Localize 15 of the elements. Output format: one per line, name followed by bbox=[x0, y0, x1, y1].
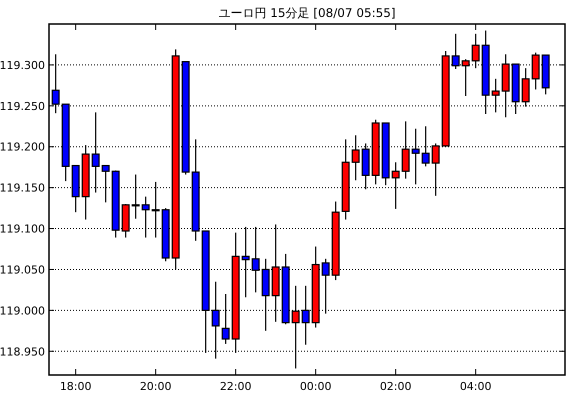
y-tick-label: 119.200 bbox=[0, 140, 45, 154]
x-tick-label: 04:00 bbox=[460, 380, 492, 393]
y-tick-label: 119.100 bbox=[0, 222, 45, 236]
y-tick-label: 119.000 bbox=[0, 304, 45, 318]
x-tick-label: 18:00 bbox=[60, 380, 92, 393]
x-tick-label: 20:00 bbox=[140, 380, 172, 393]
y-tick-label: 119.250 bbox=[0, 100, 45, 113]
y-tick-label: 118.950 bbox=[0, 345, 45, 358]
y-tick-label: 119.300 bbox=[0, 58, 45, 72]
y-tick-label: 119.150 bbox=[0, 182, 45, 195]
x-tick-label: 00:00 bbox=[300, 380, 332, 393]
x-tick-label: 02:00 bbox=[380, 380, 412, 393]
x-tick-label: 22:00 bbox=[220, 380, 252, 393]
chart-title: ユーロ円 15分足 [08/07 05:55] bbox=[218, 6, 396, 20]
y-tick-label: 119.050 bbox=[0, 263, 45, 276]
